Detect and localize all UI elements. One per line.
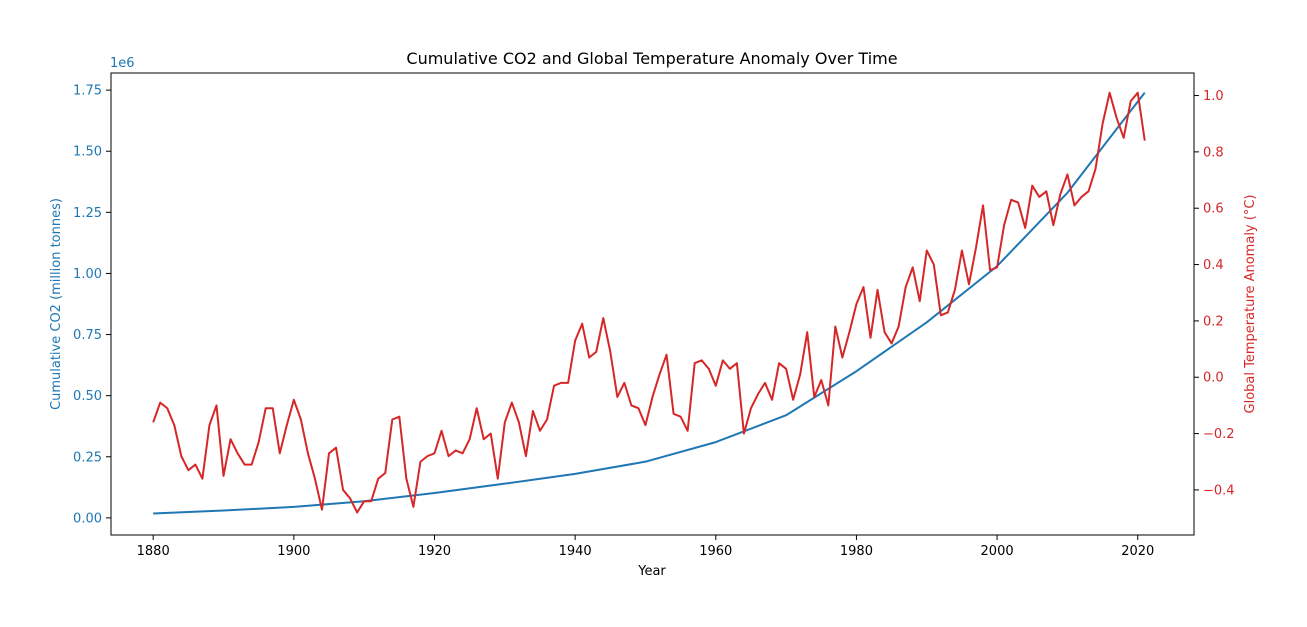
x-tick-label-1880: 1880 <box>137 544 170 559</box>
x-tick-label-1960: 1960 <box>699 544 732 559</box>
left-tick-label-0: 0.00 <box>73 511 102 526</box>
right-tick-label-4: 0.4 <box>1203 258 1224 273</box>
left-tick-label-1: 0.25 <box>73 450 102 465</box>
right-tick-label-0: −0.4 <box>1203 483 1235 498</box>
right-tick-label-3: 0.2 <box>1203 314 1224 329</box>
right-tick-label-6: 0.8 <box>1203 145 1224 160</box>
plot-frame <box>110 72 1195 536</box>
right-axis-label: Global Temperature Anomaly (°C) <box>1243 195 1258 414</box>
left-tick-label-4: 1.00 <box>73 267 102 282</box>
x-axis-label: Year <box>637 564 666 579</box>
right-tick-label-2: 0.0 <box>1203 371 1224 386</box>
left-tick-label-2: 0.50 <box>73 389 102 404</box>
left-tick-label-5: 1.25 <box>73 206 102 221</box>
x-tick-label-2000: 2000 <box>981 544 1014 559</box>
x-tick-label-1940: 1940 <box>559 544 592 559</box>
right-tick-label-1: −0.2 <box>1203 427 1235 442</box>
x-tick-label-1980: 1980 <box>840 544 873 559</box>
x-tick-label-1920: 1920 <box>418 544 451 559</box>
x-tick-label-2020: 2020 <box>1121 544 1154 559</box>
right-tick-label-5: 0.6 <box>1203 202 1224 217</box>
temperature-anomaly-line <box>152 91 1146 514</box>
left-axis-label: Cumulative CO2 (million tonnes) <box>49 198 64 410</box>
x-tick-label-1900: 1900 <box>277 544 310 559</box>
right-tick-label-7: 1.0 <box>1203 89 1224 104</box>
chart-title: Cumulative CO2 and Global Temperature An… <box>406 49 897 68</box>
left-tick-label-6: 1.50 <box>73 145 102 160</box>
left-tick-label-3: 0.75 <box>73 328 102 343</box>
left-tick-label-7: 1.75 <box>73 84 102 99</box>
cumulative-co2-line <box>153 91 1146 515</box>
left-axis-offset-label: 1e6 <box>110 56 135 71</box>
